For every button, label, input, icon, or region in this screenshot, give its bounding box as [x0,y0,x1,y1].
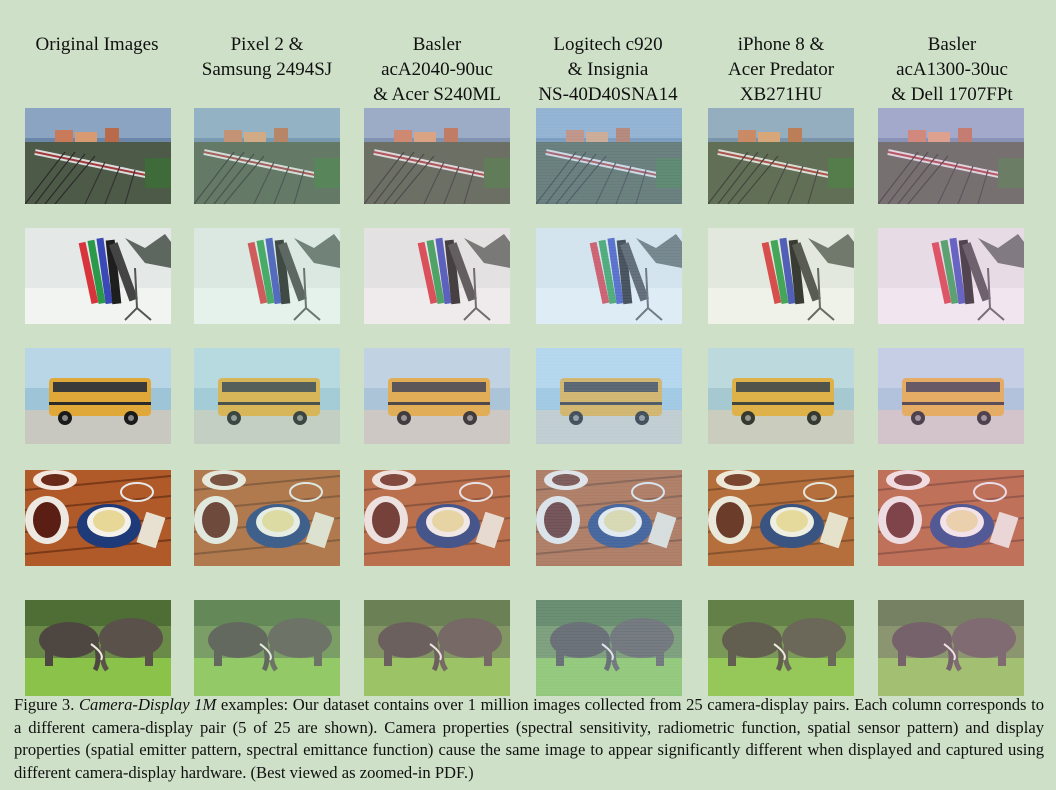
image-train-yard-col-0 [25,108,171,204]
column-header-pair-2: Basler acA2040-90uc & Acer S240ML [373,34,501,105]
image-elephants-col-1 [194,600,340,696]
image-snowboards-col-3 [536,228,682,324]
image-train-yard-col-4 [708,108,854,204]
image-elephants-col-0 [25,600,171,696]
figure-caption: Figure 3. Camera-Display 1M examples: Ou… [14,694,1044,784]
image-school-bus-col-5 [878,348,1024,444]
image-coffee-cup-col-3 [536,470,682,566]
image-snowboards-col-2 [364,228,510,324]
image-snowboards-col-4 [708,228,854,324]
image-coffee-cup-col-5 [878,470,1024,566]
image-elephants-col-5 [878,600,1024,696]
image-grid [25,108,1024,696]
image-school-bus-col-1 [194,348,340,444]
column-header-pair-4: iPhone 8 & Acer Predator XB271HU [727,34,835,105]
column-header-pair-3: Logitech c920 & Insignia NS-40D40SNA14 [538,34,678,105]
image-school-bus-col-0 [25,348,171,444]
image-school-bus-col-4 [708,348,854,444]
image-train-yard-col-3 [536,108,682,204]
image-elephants-col-4 [708,600,854,696]
image-train-yard-col-1 [194,108,340,204]
column-headers: Original Images Pixel 2 & Samsung 2494SJ… [0,32,1056,106]
figure-title: Camera-Display 1M [78,695,217,714]
image-school-bus-col-3 [536,348,682,444]
image-school-bus-col-2 [364,348,510,444]
image-train-yard-col-2 [364,108,510,204]
image-elephants-col-3 [536,600,682,696]
column-header-original: Original Images [35,34,159,55]
image-coffee-cup-col-0 [25,470,171,566]
image-coffee-cup-col-1 [194,470,340,566]
image-snowboards-col-0 [25,228,171,324]
figure-label: Figure 3. [14,695,75,714]
image-snowboards-col-1 [194,228,340,324]
image-snowboards-col-5 [878,228,1024,324]
image-coffee-cup-col-4 [708,470,854,566]
image-coffee-cup-col-2 [364,470,510,566]
column-header-pair-5: Basler acA1300-30uc & Dell 1707FPt [891,34,1013,105]
column-header-pair-1: Pixel 2 & Samsung 2494SJ [201,34,333,80]
image-elephants-col-2 [364,600,510,696]
image-train-yard-col-5 [878,108,1024,204]
figure-caption-text: examples: Our dataset contains over 1 mi… [14,695,1044,782]
